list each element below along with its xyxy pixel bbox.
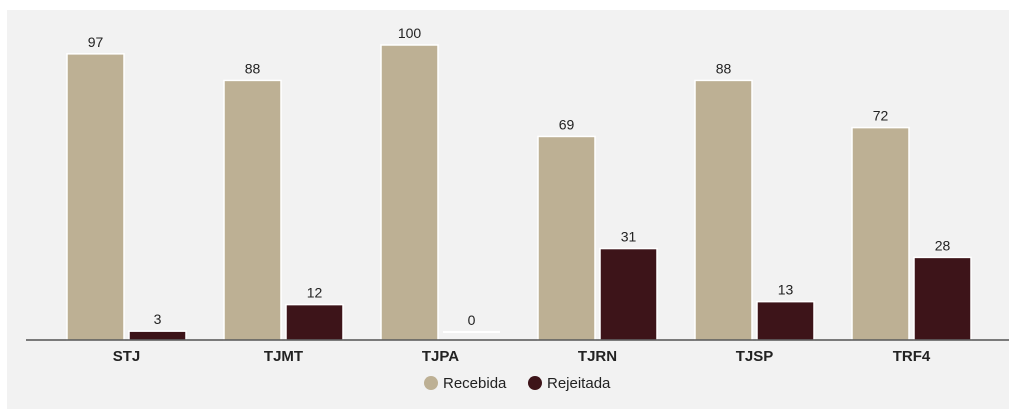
data-label: 88 (245, 60, 261, 76)
bar-rejeitada-tjrn (599, 247, 658, 341)
data-label: 28 (935, 237, 951, 253)
data-label: 13 (778, 282, 794, 298)
legend-label-recebida: Recebida (443, 375, 507, 392)
chart-panel: 97 3 STJ 88 12 TJMT 100 0 TJPA 69 31 TJRN 88 13 TJSP 72… (7, 10, 1009, 409)
x-tick-label: STJ (113, 348, 141, 365)
x-tick-label: TJRN (578, 348, 617, 365)
data-label: 88 (716, 60, 732, 76)
bar-recebida-tjmt (223, 79, 282, 341)
bar-rejeitada-stj (128, 330, 187, 341)
bar-recebida-trf4 (851, 126, 910, 341)
legend-swatch-rejeitada (528, 376, 542, 390)
bar-rejeitada-tjmt (285, 303, 344, 341)
data-label: 72 (873, 108, 889, 124)
data-label: 12 (307, 285, 323, 301)
top-cropped-fragment (0, 0, 220, 6)
bar-rejeitada-tjsp (756, 300, 815, 341)
legend-label-rejeitada: Rejeitada (547, 375, 611, 392)
data-label: 0 (468, 312, 476, 328)
data-label: 69 (559, 116, 575, 132)
x-tick-label: TRF4 (893, 348, 931, 365)
x-tick-label: TJSP (736, 348, 774, 365)
data-label: 31 (621, 229, 637, 245)
data-label: 97 (88, 34, 104, 50)
bar-chart: 97 3 STJ 88 12 TJMT 100 0 TJPA 69 31 TJRN 88 13 TJSP 72… (26, 25, 1009, 392)
data-label: 3 (154, 311, 162, 327)
bar-rejeitada-trf4 (913, 256, 972, 341)
x-tick-label: TJPA (422, 348, 459, 365)
bar-recebida-tjrn (537, 135, 596, 341)
legend-swatch-recebida (424, 376, 438, 390)
bar-recebida-stj (66, 53, 125, 341)
bar-recebida-tjsp (694, 79, 753, 341)
bar-recebida-tjpa (380, 44, 439, 341)
x-tick-label: TJMT (264, 348, 303, 365)
data-label: 100 (398, 25, 422, 41)
